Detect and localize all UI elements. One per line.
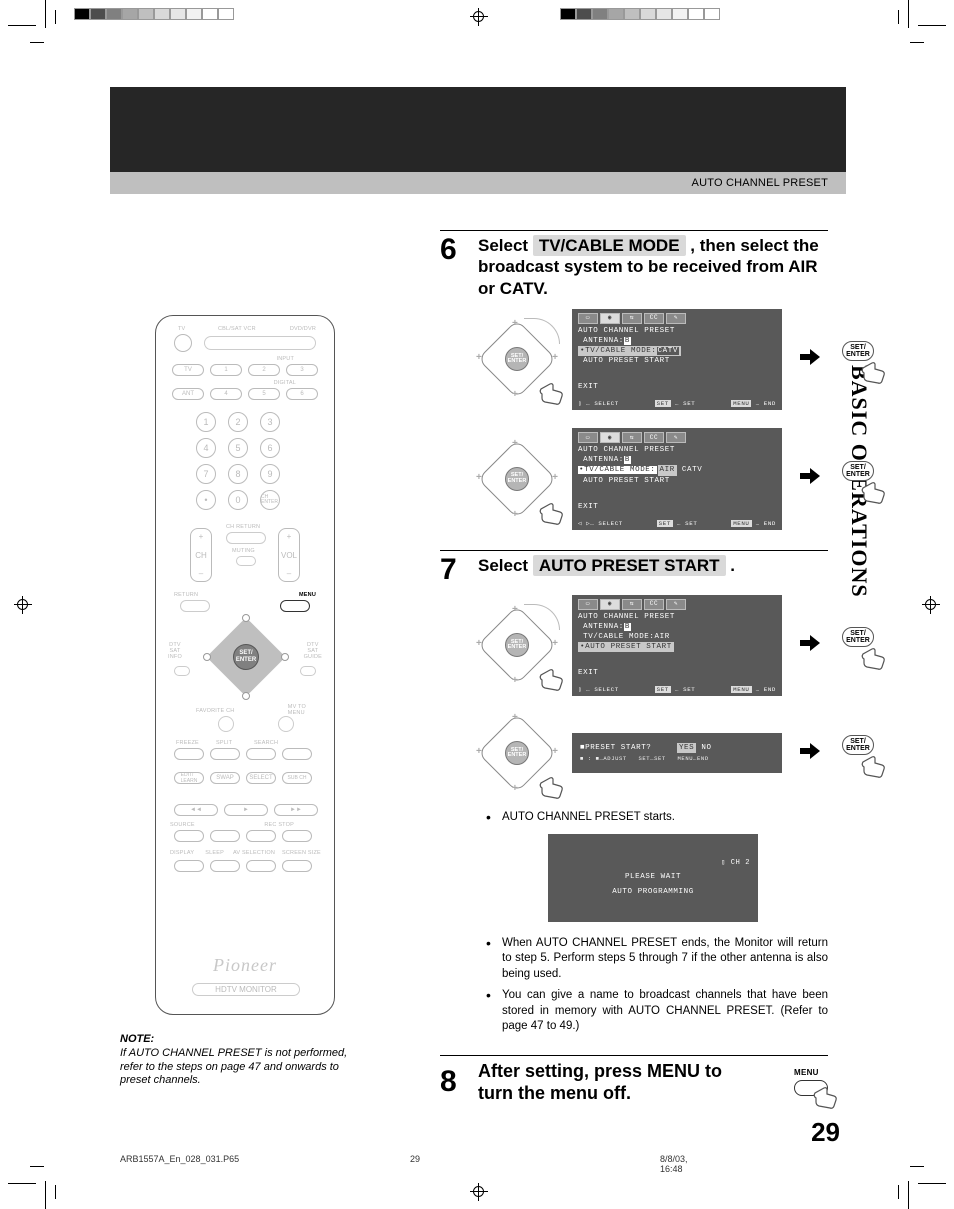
set-enter-press: SET/ ENTER [838, 623, 882, 667]
osd-screen: ▭◉⇆CC✎ AUTO CHANNEL PRESET ANTENNA:B TV/… [572, 595, 782, 696]
arrow-right-icon [798, 464, 822, 493]
dpad-icon: SET/ ENTER ++++ [478, 320, 556, 398]
dpad-icon: SET/ ENTER ++++ [478, 440, 556, 518]
footer-file: ARB1557A_En_028_031.P65 [120, 1154, 239, 1164]
step-title: Select AUTO PRESET START . [478, 555, 828, 576]
note-body: If AUTO CHANNEL PRESET is not performed,… [120, 1047, 347, 1087]
power-icon [174, 334, 192, 352]
step-title: Select TV/CABLE MODE , then select the b… [478, 235, 828, 299]
bullet-list: When AUTO CHANNEL PRESET ends, the Monit… [486, 936, 828, 1035]
step-number: 8 [440, 1067, 466, 1097]
osd-screen: ▭◉⇆CC✎ AUTO CHANNEL PRESET ANTENNA:B •TV… [572, 309, 782, 410]
step-title: After setting, press MENU to turn the me… [478, 1060, 758, 1105]
hand-icon [858, 753, 888, 779]
arrow-right-icon [798, 631, 822, 660]
hand-icon [536, 666, 566, 692]
dpad-icon: SET/ ENTER ++++ [478, 714, 556, 792]
step-number: 7 [440, 555, 466, 585]
hand-icon [858, 359, 888, 385]
keypad: 1 2 3 4 5 6 7 8 9 • 0 CH ENTER [196, 412, 280, 510]
colorbar-icon [74, 8, 234, 20]
note: NOTE: If AUTO CHANNEL PRESET is not perf… [120, 1033, 370, 1088]
hand-icon [858, 479, 888, 505]
menu-press: MENU [794, 1068, 828, 1096]
nav-diamond: SET/ ENTER [205, 616, 287, 698]
list-item: You can give a name to broadcast channel… [486, 988, 828, 1035]
hand-icon [536, 774, 566, 800]
brand-logo: Pioneer [156, 955, 334, 976]
note-head: NOTE: [120, 1033, 154, 1045]
list-item: AUTO CHANNEL PRESET starts. [486, 810, 828, 826]
header-section: AUTO CHANNEL PRESET [110, 172, 846, 194]
header-section-label: AUTO CHANNEL PRESET [692, 177, 828, 189]
arrow-right-icon [798, 345, 822, 374]
hand-icon [536, 500, 566, 526]
osd-confirm: ■PRESET START? YES NO ■ : ■…ADJUST SET…S… [572, 733, 782, 773]
footer: ARB1557A_En_028_031.P65 29 8/8/03, 16:48 [120, 1154, 239, 1164]
header-band [110, 87, 846, 172]
colorbar-icon [560, 8, 720, 20]
hand-icon [536, 380, 566, 406]
osd-wait: ▯ CH 2 PLEASE WAIT AUTO PROGRAMMING [548, 834, 758, 922]
list-item: When AUTO CHANNEL PRESET ends, the Monit… [486, 936, 828, 983]
hand-icon [858, 645, 888, 671]
bullet-list: AUTO CHANNEL PRESET starts. [486, 810, 828, 826]
osd-screen: ▭◉⇆CC✎ AUTO CHANNEL PRESET ANTENNA:B •TV… [572, 428, 782, 529]
set-enter-press: SET/ ENTER [838, 457, 882, 501]
remote-diagram: TV CBL/SAT VCR DVD/DVR INPUT TV 1 2 3 DI… [155, 315, 335, 1015]
arrow-right-icon [798, 739, 822, 768]
footer-date: 8/8/03, 16:48 [660, 1154, 688, 1174]
step-8: 8 After setting, press MENU to turn the … [440, 1055, 828, 1105]
hand-icon [810, 1084, 840, 1110]
footer-page: 29 [410, 1154, 420, 1164]
set-enter-press: SET/ ENTER [838, 337, 882, 381]
dpad-icon: SET/ ENTER ++++ [478, 606, 556, 684]
step-6: 6 Select TV/CABLE MODE , then select the… [440, 230, 828, 530]
step-number: 6 [440, 235, 466, 265]
set-enter-press: SET/ ENTER [838, 731, 882, 775]
monitor-label: HDTV MONITOR [192, 983, 300, 996]
step-7: 7 Select AUTO PRESET START . SET/ ENTER … [440, 550, 828, 1035]
